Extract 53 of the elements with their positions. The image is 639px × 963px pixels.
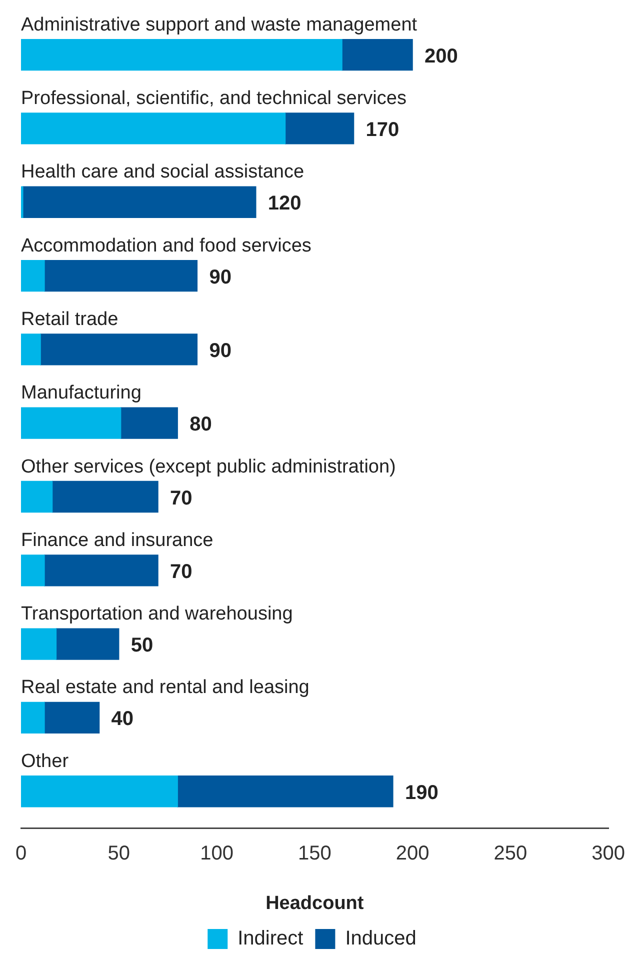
x-tick-label: 300 — [592, 842, 626, 865]
y-tick-label: Real estate and rental and leasing — [21, 677, 310, 698]
total-label: 90 — [209, 340, 232, 362]
x-tick-label: 0 — [15, 842, 27, 865]
bar — [342, 39, 413, 71]
bar — [56, 628, 120, 660]
total-label: 200 — [424, 45, 458, 68]
bar — [284, 112, 354, 144]
bar — [21, 112, 286, 144]
bar — [21, 554, 45, 586]
bar — [21, 480, 53, 513]
total-label: 90 — [209, 266, 232, 288]
x-tick-label: 150 — [298, 842, 332, 865]
x-tick-label: 200 — [396, 842, 430, 865]
bar — [21, 776, 178, 808]
bar — [21, 702, 45, 734]
y-tick-label: Accommodation and food services — [21, 235, 312, 256]
x-axis-title: Headcount — [266, 892, 364, 914]
bar — [177, 776, 394, 808]
total-label: 70 — [170, 487, 192, 510]
bar — [21, 260, 45, 292]
y-tick-label: Administrative support and waste management — [21, 14, 418, 36]
total-label: 80 — [190, 414, 212, 436]
total-label: 50 — [130, 634, 154, 657]
y-tick-label: Health care and social assistance — [21, 162, 304, 183]
bar — [22, 186, 256, 218]
bar — [44, 260, 198, 292]
y-tick-label: Manufacturing — [21, 382, 142, 404]
y-tick-label: Professional, scientific, and technical services — [21, 88, 406, 109]
bar — [52, 480, 158, 513]
y-tick-label: Other — [21, 750, 70, 772]
bar — [120, 407, 178, 439]
y-tick-label: Transportation and warehousing — [21, 604, 293, 625]
y-tick-label: Retail trade — [21, 308, 118, 330]
x-tick-label: 50 — [108, 842, 130, 865]
x-tick-label: 100 — [200, 842, 234, 865]
bar — [21, 39, 342, 71]
total-label: 170 — [366, 118, 400, 141]
y-tick-label: Other services (except public administration) — [21, 456, 396, 478]
legend-label: Induced — [345, 928, 416, 950]
bar — [21, 628, 57, 660]
legend-label: Indirect — [238, 928, 304, 950]
y-tick-label: Finance and insurance — [21, 530, 214, 551]
bar — [21, 334, 41, 366]
total-label: 190 — [404, 782, 438, 804]
total-label: 120 — [268, 192, 302, 215]
bar — [40, 334, 198, 366]
x-tick-label: 250 — [494, 842, 528, 865]
bar — [44, 554, 158, 586]
bar — [44, 702, 100, 734]
total-label: 40 — [111, 708, 134, 730]
total-label: 70 — [170, 560, 192, 583]
bar — [21, 407, 122, 439]
